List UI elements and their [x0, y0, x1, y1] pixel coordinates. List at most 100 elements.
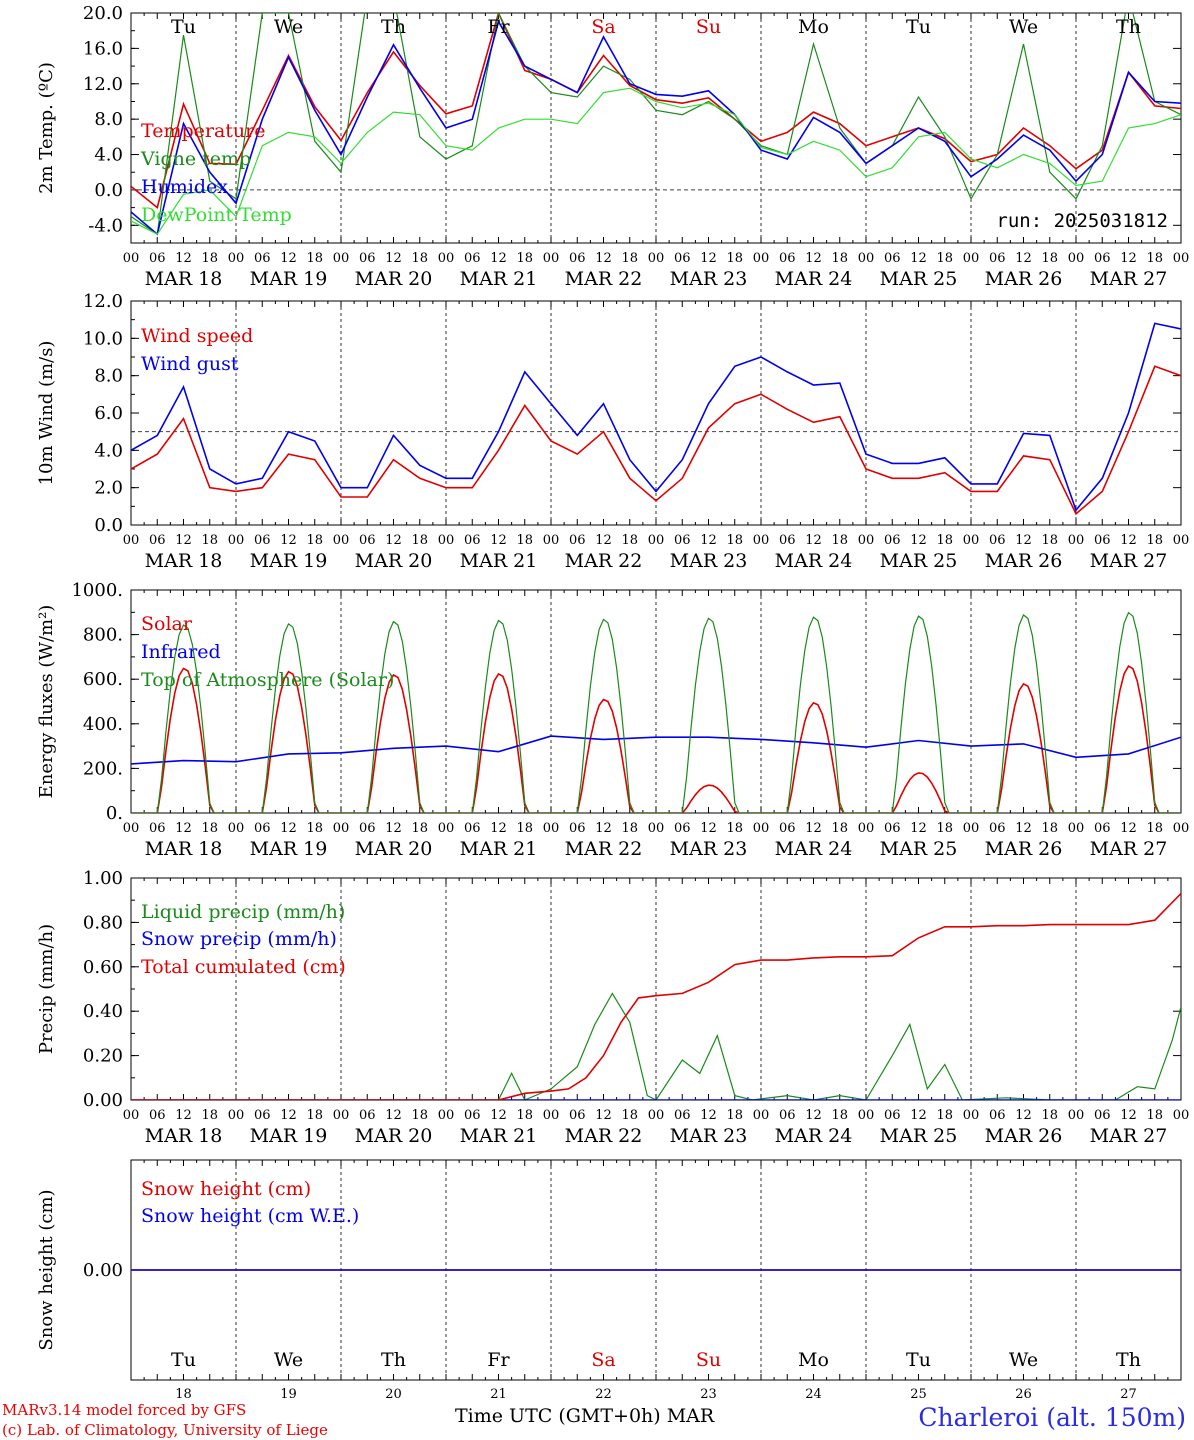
x-hour-label: 06	[464, 533, 481, 548]
x-hour-label: 18	[621, 251, 638, 266]
y-tick-label: 400.	[83, 714, 123, 735]
top-day-label: Mo	[798, 16, 829, 38]
x-hour-label: 00	[963, 821, 980, 836]
day-number-label: 20	[385, 1387, 402, 1402]
y-tick-label: 0.	[106, 803, 123, 824]
x-date-label: MAR 26	[985, 550, 1063, 572]
x-hour-label: 00	[123, 533, 140, 548]
x-hour-label: 12	[595, 251, 612, 266]
x-hour-label: 12	[385, 821, 402, 836]
x-hour-label: 00	[753, 821, 770, 836]
x-hour-label: 18	[306, 533, 323, 548]
x-hour-label: 18	[1146, 1108, 1163, 1123]
x-hour-label: 00	[228, 533, 245, 548]
x-date-label: MAR 25	[880, 550, 958, 572]
series-line-top-of-atmosphere-solar-	[131, 611, 1181, 813]
x-hour-label: 12	[280, 251, 297, 266]
x-hour-label: 00	[333, 1108, 350, 1123]
x-hour-label: 12	[1015, 1108, 1032, 1123]
x-hour-label: 06	[359, 251, 376, 266]
x-hour-label: 18	[726, 1108, 743, 1123]
x-date-label: MAR 26	[985, 838, 1063, 860]
x-hour-label: 12	[910, 1108, 927, 1123]
station-label: Charleroi (alt. 150m)	[918, 1403, 1186, 1432]
x-hour-label: 06	[779, 821, 796, 836]
x-hour-label: 12	[490, 1108, 507, 1123]
y-axis-label: 10m Wind (m/s)	[36, 341, 57, 486]
x-hour-label: 00	[648, 533, 665, 548]
x-hour-label: 12	[175, 1108, 192, 1123]
x-date-label: MAR 18	[145, 838, 223, 860]
x-hour-label: 18	[516, 251, 533, 266]
x-date-label: MAR 25	[880, 1125, 958, 1147]
bottom-day-label: Mo	[798, 1349, 829, 1371]
x-date-label: MAR 19	[250, 268, 328, 290]
x-hour-label: 06	[569, 533, 586, 548]
y-tick-label: 6.0	[94, 403, 123, 424]
y-tick-label: 1000.	[71, 580, 123, 601]
x-hour-label: 18	[1146, 251, 1163, 266]
x-hour-label: 18	[1041, 251, 1058, 266]
x-hour-label: 18	[1041, 1108, 1058, 1123]
model-credit: MARv3.14 model forced by GFS	[2, 1401, 247, 1419]
x-hour-label: 00	[438, 533, 455, 548]
x-hour-label: 18	[936, 1108, 953, 1123]
x-hour-label: 06	[254, 251, 271, 266]
x-date-label: MAR 27	[1090, 838, 1168, 860]
panel-4: 0.00 0.20 0.40 0.60 0.80 1.00 Precip (mm/h) Liq…	[36, 868, 1189, 1147]
legend-entry: Snow height (cm)	[141, 1178, 311, 1200]
x-hour-label: 00	[858, 821, 875, 836]
bottom-day-label: Su	[696, 1349, 721, 1371]
x-hour-label: 06	[254, 821, 271, 836]
x-hour-label: 06	[149, 821, 166, 836]
x-hour-label: 06	[1094, 821, 1111, 836]
x-hour-label: 12	[280, 821, 297, 836]
x-date-label: MAR 27	[1090, 550, 1168, 572]
x-date-label: MAR 24	[775, 550, 853, 572]
x-hour-label: 06	[569, 821, 586, 836]
x-date-label: MAR 27	[1090, 268, 1168, 290]
x-hour-label: 18	[411, 821, 428, 836]
x-hour-label: 00	[1173, 533, 1190, 548]
y-axis-label: 2m Temp. (ºC)	[36, 62, 57, 194]
x-hour-label: 06	[1094, 1108, 1111, 1123]
x-date-label: MAR 23	[670, 1125, 748, 1147]
x-hour-label: 06	[464, 251, 481, 266]
x-hour-label: 18	[726, 533, 743, 548]
day-number-label: 23	[700, 1387, 717, 1402]
legend-entry: Vigne temp	[140, 148, 251, 170]
x-hour-label: 12	[805, 1108, 822, 1123]
x-hour-label: 12	[1120, 1108, 1137, 1123]
top-day-label: Tu	[171, 16, 196, 38]
series-line-total-cumulated-cm-	[131, 892, 1181, 1100]
y-tick-label: 16.0	[83, 38, 123, 59]
x-hour-label: 18	[831, 821, 848, 836]
day-number-label: 27	[1120, 1387, 1137, 1402]
x-hour-label: 12	[700, 1108, 717, 1123]
x-hour-label: 06	[569, 1108, 586, 1123]
series-line-wind-speed	[131, 365, 1181, 516]
x-hour-label: 12	[175, 821, 192, 836]
day-number-label: 24	[805, 1387, 822, 1402]
x-hour-label: 12	[175, 251, 192, 266]
bottom-day-label: We	[274, 1349, 303, 1371]
legend-entry: Solar	[141, 613, 193, 635]
run-label: run: 2025031812	[996, 210, 1168, 232]
y-tick-label: -4.0	[88, 215, 123, 236]
x-hour-label: 12	[910, 251, 927, 266]
x-date-label: MAR 22	[565, 550, 643, 572]
y-axis-label: Snow height (cm)	[36, 1189, 57, 1350]
y-tick-label: 600.	[83, 669, 123, 690]
legend-entry: Liquid precip (mm/h)	[141, 901, 345, 923]
top-day-label: We	[1009, 16, 1038, 38]
x-hour-label: 12	[1120, 533, 1137, 548]
legend-entry: DewPoint Temp	[141, 204, 292, 226]
x-hour-label: 18	[306, 251, 323, 266]
top-day-label: Fr	[487, 16, 510, 38]
x-hour-label: 06	[674, 251, 691, 266]
x-date-label: MAR 21	[460, 838, 538, 860]
bottom-day-label: Th	[1116, 1349, 1141, 1371]
x-hour-label: 18	[726, 251, 743, 266]
x-hour-label: 18	[516, 821, 533, 836]
x-hour-label: 12	[595, 821, 612, 836]
